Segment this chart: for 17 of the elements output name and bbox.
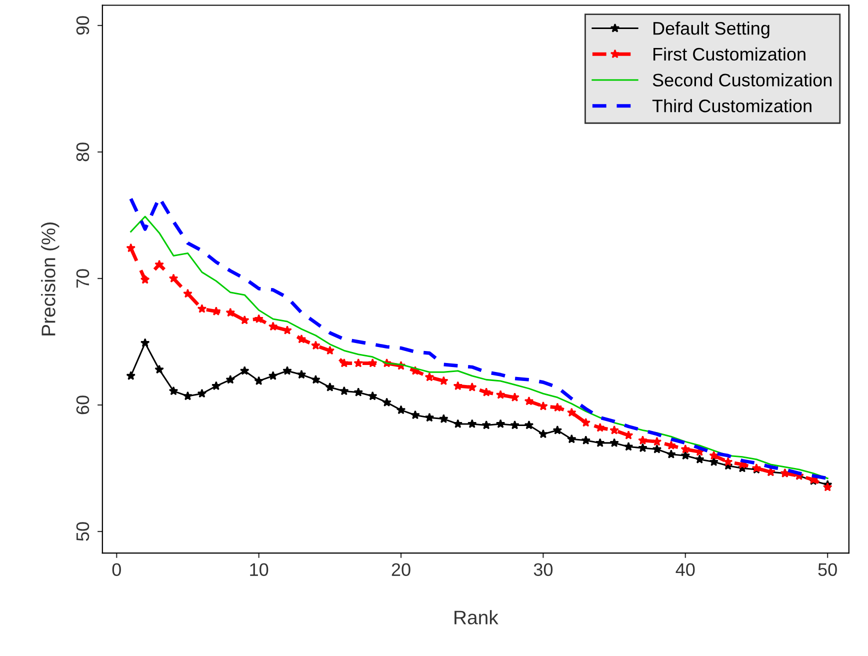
y-axis-title: Precision (%) xyxy=(41,222,60,336)
x-tick-label: 0 xyxy=(112,563,121,576)
legend-label: Default Setting xyxy=(653,22,770,38)
y-tick-label: 60 xyxy=(76,396,90,414)
x-tick-label: 50 xyxy=(818,563,837,576)
x-tick-label: 30 xyxy=(534,563,553,576)
x-tick-label: 20 xyxy=(392,563,410,576)
legend-label: Second Customization xyxy=(652,73,832,86)
legend-label: First Customization xyxy=(653,47,806,61)
legend-label: Third Customization xyxy=(652,99,812,112)
x-tick-label: 10 xyxy=(250,563,268,576)
y-tick-label: 90 xyxy=(76,16,90,35)
y-tick-label: 80 xyxy=(76,142,90,162)
y-tick-label: 70 xyxy=(76,269,90,288)
x-tick-label: 40 xyxy=(676,563,695,576)
y-tick-label: 50 xyxy=(76,522,90,541)
x-axis-title: Rank xyxy=(454,610,498,624)
